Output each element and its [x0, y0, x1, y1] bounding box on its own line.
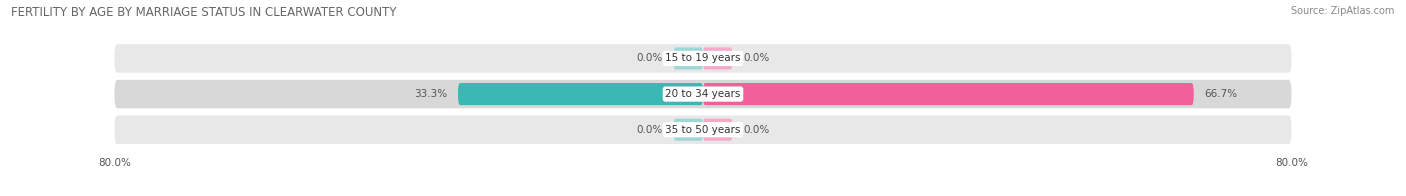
FancyBboxPatch shape: [458, 83, 703, 105]
FancyBboxPatch shape: [703, 119, 733, 141]
FancyBboxPatch shape: [114, 80, 1292, 108]
FancyBboxPatch shape: [114, 115, 1292, 144]
FancyBboxPatch shape: [114, 44, 1292, 73]
Text: 0.0%: 0.0%: [744, 54, 769, 64]
FancyBboxPatch shape: [703, 83, 1194, 105]
FancyBboxPatch shape: [673, 119, 703, 141]
Text: 33.3%: 33.3%: [413, 89, 447, 99]
Text: 15 to 19 years: 15 to 19 years: [665, 54, 741, 64]
FancyBboxPatch shape: [703, 47, 733, 70]
Text: 0.0%: 0.0%: [744, 125, 769, 135]
Text: 35 to 50 years: 35 to 50 years: [665, 125, 741, 135]
Text: 20 to 34 years: 20 to 34 years: [665, 89, 741, 99]
Text: 66.7%: 66.7%: [1205, 89, 1237, 99]
Text: Source: ZipAtlas.com: Source: ZipAtlas.com: [1291, 6, 1395, 16]
Text: 0.0%: 0.0%: [637, 125, 662, 135]
FancyBboxPatch shape: [673, 47, 703, 70]
Text: FERTILITY BY AGE BY MARRIAGE STATUS IN CLEARWATER COUNTY: FERTILITY BY AGE BY MARRIAGE STATUS IN C…: [11, 6, 396, 19]
Text: 0.0%: 0.0%: [637, 54, 662, 64]
